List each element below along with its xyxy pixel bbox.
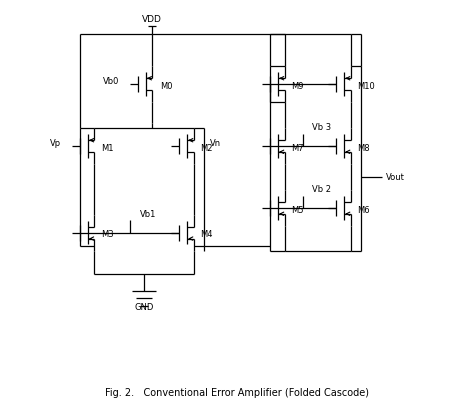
Text: Vb0: Vb0 [103,77,119,87]
Text: Vb1: Vb1 [140,210,156,219]
Text: Vb 2: Vb 2 [312,185,331,194]
Text: Vout: Vout [386,173,405,181]
Text: M5: M5 [291,206,303,215]
Text: M0: M0 [161,82,173,91]
Text: M4: M4 [200,230,212,239]
Text: M8: M8 [357,144,369,153]
Text: Vb 3: Vb 3 [312,123,331,132]
Text: Vp: Vp [50,139,61,149]
Text: M1: M1 [100,144,113,153]
Text: M10: M10 [357,82,374,91]
Text: M7: M7 [291,144,303,153]
Text: GND: GND [134,303,154,312]
Text: Fig. 2.   Conventional Error Amplifier (Folded Cascode): Fig. 2. Conventional Error Amplifier (Fo… [105,388,369,398]
Text: M3: M3 [100,230,113,239]
Text: M2: M2 [200,144,212,153]
Text: Vn: Vn [210,139,221,149]
Text: VDD: VDD [142,15,162,25]
Text: M9: M9 [291,82,303,91]
Text: M6: M6 [357,206,369,215]
